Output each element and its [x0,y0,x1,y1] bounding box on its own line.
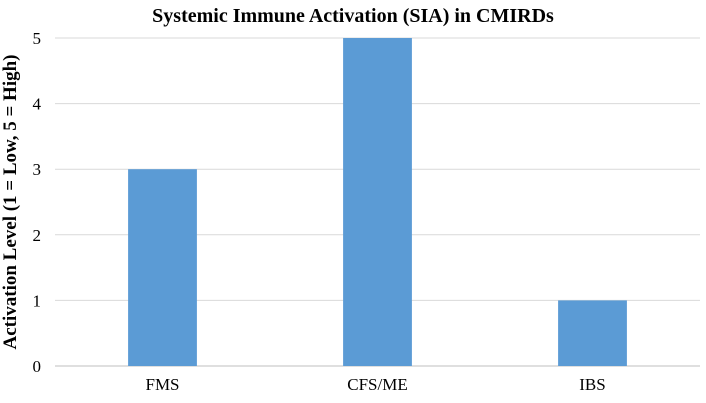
y-tick-label: 3 [33,160,42,179]
y-tick-label: 4 [33,95,42,114]
bars [128,38,627,366]
chart-title: Systemic Immune Activation (SIA) in CMIR… [152,5,554,27]
x-tick-label: IBS [579,375,605,394]
x-tick-label: CFS/ME [347,375,407,394]
y-tick-label: 5 [33,29,42,48]
bar-ibs [558,300,627,366]
bar-fms [128,169,197,366]
y-tick-label: 1 [33,291,42,310]
x-axis-ticks: FMS CFS/ME IBS [145,375,605,394]
y-tick-label: 0 [33,357,42,376]
x-tick-label: FMS [145,375,179,394]
y-tick-label: 2 [33,226,42,245]
bar-cfs-me [343,38,412,366]
y-axis-ticks: 0 1 2 3 4 5 [33,29,42,376]
y-axis-label: Activation Level (1 = Low, 5 = High) [0,54,21,349]
